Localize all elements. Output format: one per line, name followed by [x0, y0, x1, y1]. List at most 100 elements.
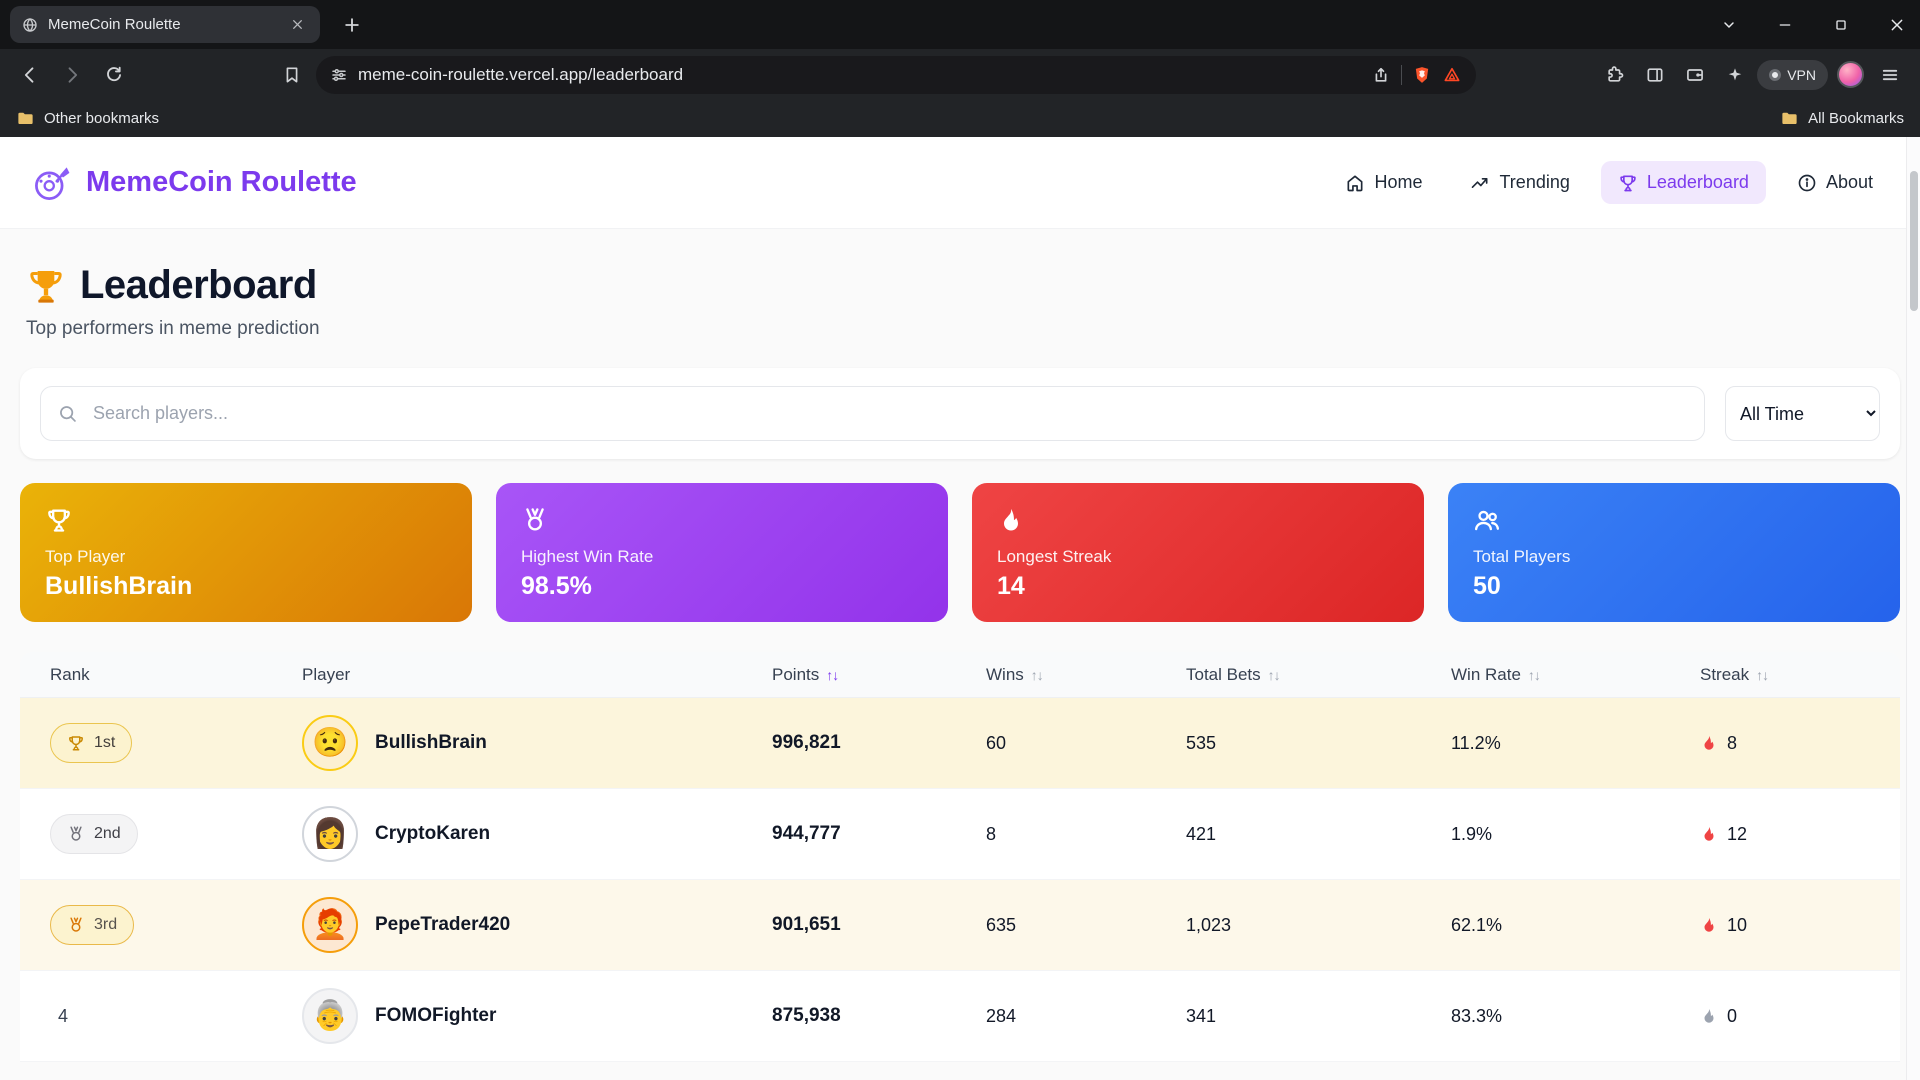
stat-card-label: Longest Streak [997, 547, 1112, 566]
wallet-icon[interactable] [1677, 57, 1713, 93]
nav-item-about[interactable]: About [1780, 161, 1890, 204]
sidebar-icon[interactable] [1637, 57, 1673, 93]
rank-cell: 3rd [20, 905, 276, 945]
medal-icon [521, 506, 549, 534]
trophy-icon [45, 506, 73, 534]
table-row[interactable]: 3rd 🧑‍🦰 PepeTrader420 901,651 635 1,023 62.1% 1… [20, 880, 1900, 971]
table-row[interactable]: 4 👵 FOMOFighter 875,938 284 341 83.3% 0 [20, 971, 1900, 1062]
scrollbar-thumb[interactable] [1910, 171, 1918, 311]
tab-close-icon[interactable] [286, 14, 308, 36]
sort-icon[interactable]: ↑↓ [1527, 666, 1541, 683]
column-header-total-bets[interactable]: Total Bets ↑↓ [1160, 665, 1425, 685]
trending-icon [1470, 173, 1490, 193]
vpn-status-icon [1769, 68, 1782, 81]
points-value: 996,821 [772, 732, 841, 753]
column-header-win-rate[interactable]: Win Rate ↑↓ [1425, 665, 1674, 685]
info-icon [1797, 173, 1817, 193]
tab-search-chevron-icon[interactable] [1720, 16, 1738, 34]
stat-card-value: 50 [1473, 572, 1501, 600]
win-rate-value: 1.9% [1451, 823, 1493, 844]
column-header-wins[interactable]: Wins ↑↓ [960, 665, 1160, 685]
nav-item-trending[interactable]: Trending [1453, 161, 1586, 204]
column-header-points[interactable]: Points ↑↓ [746, 665, 960, 685]
search-input[interactable] [40, 386, 1705, 441]
search-card: All Time [20, 368, 1900, 459]
column-label: Points [772, 664, 820, 684]
column-label: Total Bets [1186, 664, 1261, 684]
flame-icon [1700, 1007, 1718, 1025]
flame-icon [1700, 734, 1718, 752]
new-tab-button[interactable] [334, 7, 370, 43]
rank-label: 2nd [94, 825, 121, 842]
table-row[interactable]: 1st 😟 BullishBrain 996,821 60 535 11.2% 8 [20, 698, 1900, 789]
stat-card-4: Total Players 50 [1448, 483, 1900, 622]
minimize-icon[interactable] [1776, 16, 1794, 34]
wins-value: 284 [986, 1005, 1017, 1026]
browser-tab[interactable]: MemeCoin Roulette [10, 6, 320, 43]
page-scrollbar[interactable] [1906, 137, 1920, 1080]
toolbar-right-group: VPN [1597, 57, 1908, 93]
other-bookmarks-label[interactable]: Other bookmarks [44, 110, 160, 127]
avatar: 😟 [302, 715, 358, 771]
profile-avatar[interactable] [1832, 57, 1868, 93]
player-name: CryptoKaren [375, 823, 491, 844]
rank-badge: 1st [50, 723, 133, 763]
rank-cell: 4 [20, 1006, 276, 1027]
streak-value: 0 [1727, 1005, 1738, 1026]
nav-item-leaderboard[interactable]: Leaderboard [1600, 161, 1766, 204]
site-settings-icon[interactable] [330, 66, 348, 84]
main-content: Leaderboard Top performers in meme predi… [0, 263, 1920, 1062]
points-value: 901,651 [772, 914, 841, 935]
globe-icon [22, 17, 38, 33]
forward-icon[interactable] [54, 57, 90, 93]
stat-card-2: Highest Win Rate 98.5% [496, 483, 948, 622]
brand[interactable]: MemeCoin Roulette [30, 161, 357, 205]
medal-icon [67, 916, 85, 934]
extensions-icon[interactable] [1597, 57, 1633, 93]
streak-cell: 0 [1674, 1006, 1900, 1027]
back-icon[interactable] [12, 57, 48, 93]
bookmark-icon[interactable] [274, 57, 310, 93]
all-bookmarks-button[interactable]: All Bookmarks [1780, 109, 1904, 128]
nav-item-label: Home [1374, 172, 1423, 192]
trophy-icon [1618, 173, 1638, 193]
player-name: FOMOFighter [375, 1005, 497, 1026]
column-header-streak[interactable]: Streak ↑↓ [1674, 665, 1900, 685]
player-cell: 👵 FOMOFighter [276, 988, 746, 1044]
vpn-button[interactable]: VPN [1757, 59, 1828, 90]
reload-icon[interactable] [96, 57, 132, 93]
player-name: BullishBrain [375, 732, 487, 753]
brave-rewards-icon[interactable] [1442, 65, 1462, 85]
rank-label: 4 [58, 1005, 69, 1026]
stat-card-1: Top Player BullishBrain [20, 483, 472, 622]
menu-icon[interactable] [1872, 57, 1908, 93]
close-window-icon[interactable] [1888, 16, 1906, 34]
stat-card-label: Top Player [45, 547, 126, 566]
points-value: 875,938 [772, 1005, 841, 1026]
rank-cell: 2nd [20, 814, 276, 854]
brave-shield-icon[interactable] [1412, 65, 1432, 85]
browser-toolbar: meme-coin-roulette.vercel.app/leaderboar… [0, 49, 1920, 100]
sort-icon[interactable]: ↑↓ [826, 666, 839, 683]
player-name: PepeTrader420 [375, 914, 511, 935]
site-nav: Home Trending Leaderboard About [1328, 161, 1890, 204]
rank-cell: 1st [20, 723, 276, 763]
address-bar[interactable]: meme-coin-roulette.vercel.app/leaderboar… [316, 55, 1476, 94]
time-filter-select[interactable]: All Time [1725, 386, 1880, 441]
home-icon [1345, 173, 1365, 193]
table-body: 1st 😟 BullishBrain 996,821 60 535 11.2% 8 2nd 👩 Cr… [20, 698, 1900, 1062]
sort-icon[interactable]: ↑↓ [1030, 666, 1044, 683]
sort-icon[interactable]: ↑↓ [1267, 666, 1281, 683]
player-cell: 😟 BullishBrain [276, 715, 746, 771]
column-label: Rank [50, 664, 90, 684]
nav-item-home[interactable]: Home [1328, 161, 1439, 204]
tab-title: MemeCoin Roulette [48, 16, 181, 33]
maximize-icon[interactable] [1832, 16, 1850, 34]
table-row[interactable]: 2nd 👩 CryptoKaren 944,777 8 421 1.9% 12 [20, 789, 1900, 880]
sort-icon[interactable]: ↑↓ [1756, 666, 1769, 683]
site-header: MemeCoin Roulette Home Trending Leaderboar… [0, 137, 1920, 229]
column-header-player: Player [276, 665, 746, 685]
stat-card-value: BullishBrain [45, 572, 193, 600]
share-icon[interactable] [1371, 65, 1391, 85]
leo-ai-icon[interactable] [1717, 57, 1753, 93]
